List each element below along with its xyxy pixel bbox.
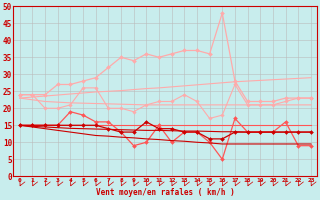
X-axis label: Vent moyen/en rafales ( km/h ): Vent moyen/en rafales ( km/h ) xyxy=(96,188,235,197)
